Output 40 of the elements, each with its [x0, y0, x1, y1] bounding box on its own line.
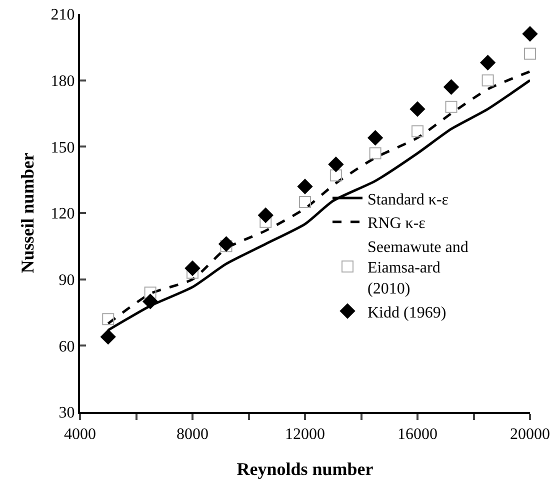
point — [444, 79, 459, 95]
point — [258, 208, 274, 223]
point — [142, 294, 158, 310]
point — [369, 147, 382, 160]
point — [328, 156, 344, 172]
x-tick-label: 20000 — [510, 426, 550, 444]
y-tick-label: 30 — [58, 404, 75, 422]
point — [410, 101, 426, 117]
point — [480, 54, 496, 70]
x-tick-label: 4000 — [64, 426, 96, 444]
legend-label: Standard κ-ε — [368, 191, 449, 208]
point — [100, 329, 116, 344]
point — [330, 169, 342, 182]
x-tick-label: 16000 — [398, 426, 438, 444]
y-axis-title: Nusseil number — [18, 152, 38, 274]
legend-label: Seemawute and Eiamsa-ard (2010) — [368, 238, 468, 298]
y-tick-label: 150 — [50, 139, 75, 156]
point — [297, 178, 313, 194]
point — [299, 196, 311, 208]
point — [260, 216, 272, 228]
point — [368, 130, 383, 146]
point — [524, 48, 536, 60]
legend-label: Kidd (1969) — [368, 304, 446, 322]
point — [445, 100, 458, 113]
legend-label: RNG κ-ε — [368, 215, 426, 232]
y-tick-label: 180 — [50, 72, 75, 90]
y-tick-label: 210 — [50, 6, 75, 24]
point — [218, 236, 234, 252]
y-tick-label: 90 — [58, 272, 75, 289]
y-tick-label: 120 — [50, 206, 75, 223]
x-tick-label: 12000 — [285, 426, 325, 444]
point — [144, 286, 156, 299]
y-tick-label: 60 — [58, 338, 75, 356]
point — [412, 125, 424, 138]
x-tick-label: 8000 — [176, 426, 208, 444]
point — [102, 313, 114, 326]
point — [184, 260, 200, 276]
x-axis-title: Reynolds number — [236, 458, 374, 479]
point — [522, 26, 538, 42]
point — [482, 74, 494, 86]
